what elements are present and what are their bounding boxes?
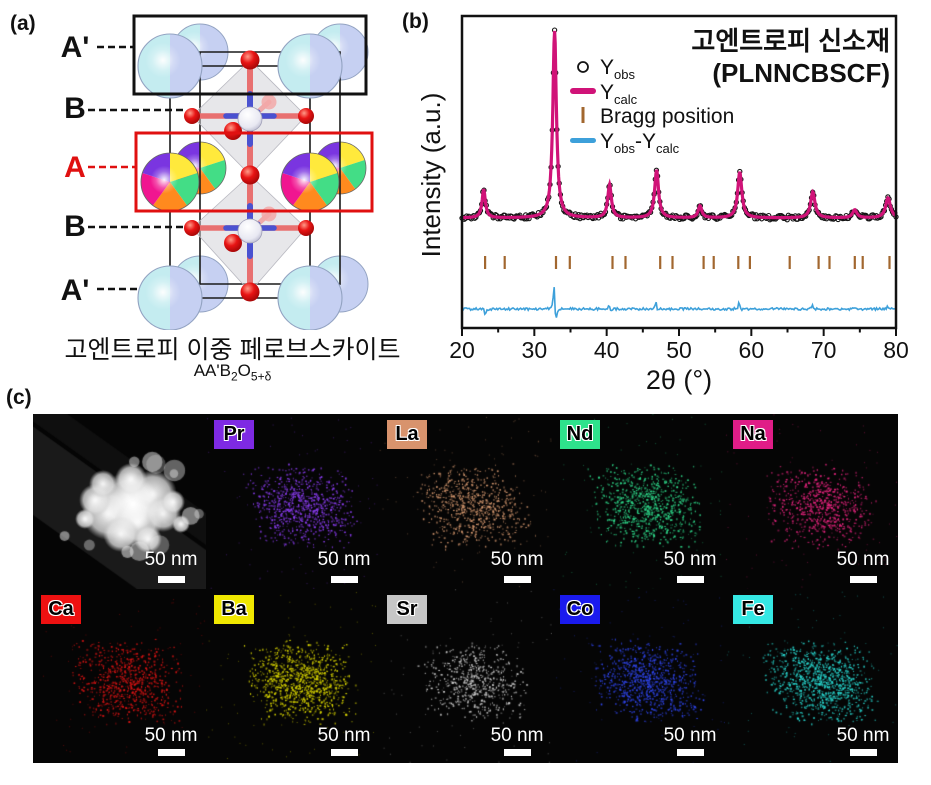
oxygen-back [261, 94, 277, 110]
panel-a-tag: (a) [10, 12, 36, 35]
x-axis-title: 2θ (°) [646, 365, 712, 395]
x-tick-label: 70 [811, 337, 837, 363]
chart-title-line1: 고엔트로피 신소재 [691, 26, 890, 56]
series-ycalc [462, 30, 897, 220]
site-labels: A' B A B A' [61, 31, 90, 307]
scale-label: 50 nm [663, 725, 717, 746]
panel-a-structure: (a) [10, 0, 420, 330]
scale-label: 50 nm [836, 549, 890, 570]
site-label-b-bottom: B [64, 210, 86, 243]
eds-tile-sr: Sr 50 nm [379, 589, 552, 763]
x-axis: 20 30 40 50 60 70 80 [449, 328, 909, 363]
panel-b-xrd-chart: (b) 20 30 40 50 60 70 80 2θ (°) Intensity (a.u… [402, 10, 909, 395]
panel-b-tag: (b) [402, 10, 429, 33]
scale-label: 50 nm [144, 725, 198, 746]
scale-label: 50 nm [490, 549, 544, 570]
x-tick-label: 80 [883, 337, 909, 363]
scale-bar [331, 749, 358, 756]
x-tick-label: 50 [666, 337, 692, 363]
eds-tile-co: Co 50 nm [552, 589, 725, 763]
series-difference [461, 287, 896, 318]
panel-a-formula: AA'B2O5+δ [193, 361, 272, 384]
scale-bar [158, 576, 185, 583]
element-label-pr: Pr [214, 420, 254, 449]
site-label-aprime-top: A' [61, 31, 90, 64]
element-label-la: La [387, 420, 427, 449]
legend-label-yobs: Yobs [600, 56, 635, 82]
element-label-nd: Nd [560, 420, 600, 449]
scale-label: 50 nm [663, 549, 717, 570]
x-tick-label: 60 [739, 337, 765, 363]
chart-title-line2: (PLNNCBSCF) [712, 58, 890, 88]
element-label-ba: Ba [214, 595, 254, 624]
scale-bar [850, 749, 877, 756]
scale-label: 50 nm [317, 549, 371, 570]
scale-bar [677, 749, 704, 756]
leader-lines [88, 45, 186, 291]
x-tick-label: 30 [522, 337, 548, 363]
oxygen-back [261, 206, 277, 222]
site-label-aprime-bottom: A' [61, 274, 90, 307]
a-prime-layer-box [132, 14, 368, 96]
eds-tile-la: La 50 nm [379, 414, 552, 589]
a-layer-box [134, 131, 374, 213]
scale-bar [158, 749, 185, 756]
element-label-fe: Fe [733, 595, 773, 624]
scale-label: 50 nm [490, 725, 544, 746]
site-label-a: A [64, 151, 86, 184]
eds-tile-na: Na 50 nm [725, 414, 898, 589]
element-label-na: Na [733, 420, 773, 449]
chart-plot-area [459, 27, 899, 318]
eds-map-grid: 50 nm Pr 50 nm La 50 nm Nd 50 nm Na 50 nm Ca 50 nm… [33, 414, 898, 763]
site-label-b-top: B [64, 92, 86, 125]
panel-c-tag: (c) [6, 386, 32, 409]
eds-tile-ba: Ba 50 nm [206, 589, 379, 763]
scale-bar [850, 576, 877, 583]
x-tick-label: 20 [449, 337, 475, 363]
eds-tile-ca: Ca 50 nm [33, 589, 206, 763]
y-axis-title: Intensity (a.u.) [416, 93, 446, 258]
chart-title: 고엔트로피 신소재 (PLNNCBSCF) [691, 26, 890, 88]
scale-bar [504, 749, 531, 756]
x-tick-label: 40 [594, 337, 620, 363]
scale-bar [677, 576, 704, 583]
legend-label-ycalc: Ycalc [600, 81, 638, 107]
panel-a-caption: 고엔트로피 이중 페로브스카이트 [64, 336, 401, 364]
scale-label: 50 nm [317, 725, 371, 746]
eds-tile-fe: Fe 50 nm [725, 589, 898, 763]
haadf-stem-image [33, 414, 206, 589]
element-label-co: Co [560, 595, 600, 624]
eds-tile-pr: Pr 50 nm [206, 414, 379, 589]
legend-label-diff: Yobs-Ycalc [600, 130, 680, 156]
legend-marker-ycalc [570, 88, 596, 94]
scale-label: 50 nm [836, 725, 890, 746]
chart-legend: Yobs Ycalc Bragg position Yobs-Ycalc [570, 56, 734, 156]
element-label-ca: Ca [41, 595, 81, 624]
eds-tile-nd: Nd 50 nm [552, 414, 725, 589]
element-label-sr: Sr [387, 595, 427, 624]
series-bragg-positions [483, 256, 891, 269]
legend-marker-yobs [577, 61, 589, 73]
legend-marker-diff [570, 138, 596, 143]
scale-bar [504, 576, 531, 583]
legend-label-bragg: Bragg position [600, 105, 734, 128]
b-site-atoms [237, 106, 263, 244]
scale-label: 50 nm [144, 549, 198, 570]
eds-tile-haadf: 50 nm [33, 414, 206, 589]
scale-bar [331, 576, 358, 583]
